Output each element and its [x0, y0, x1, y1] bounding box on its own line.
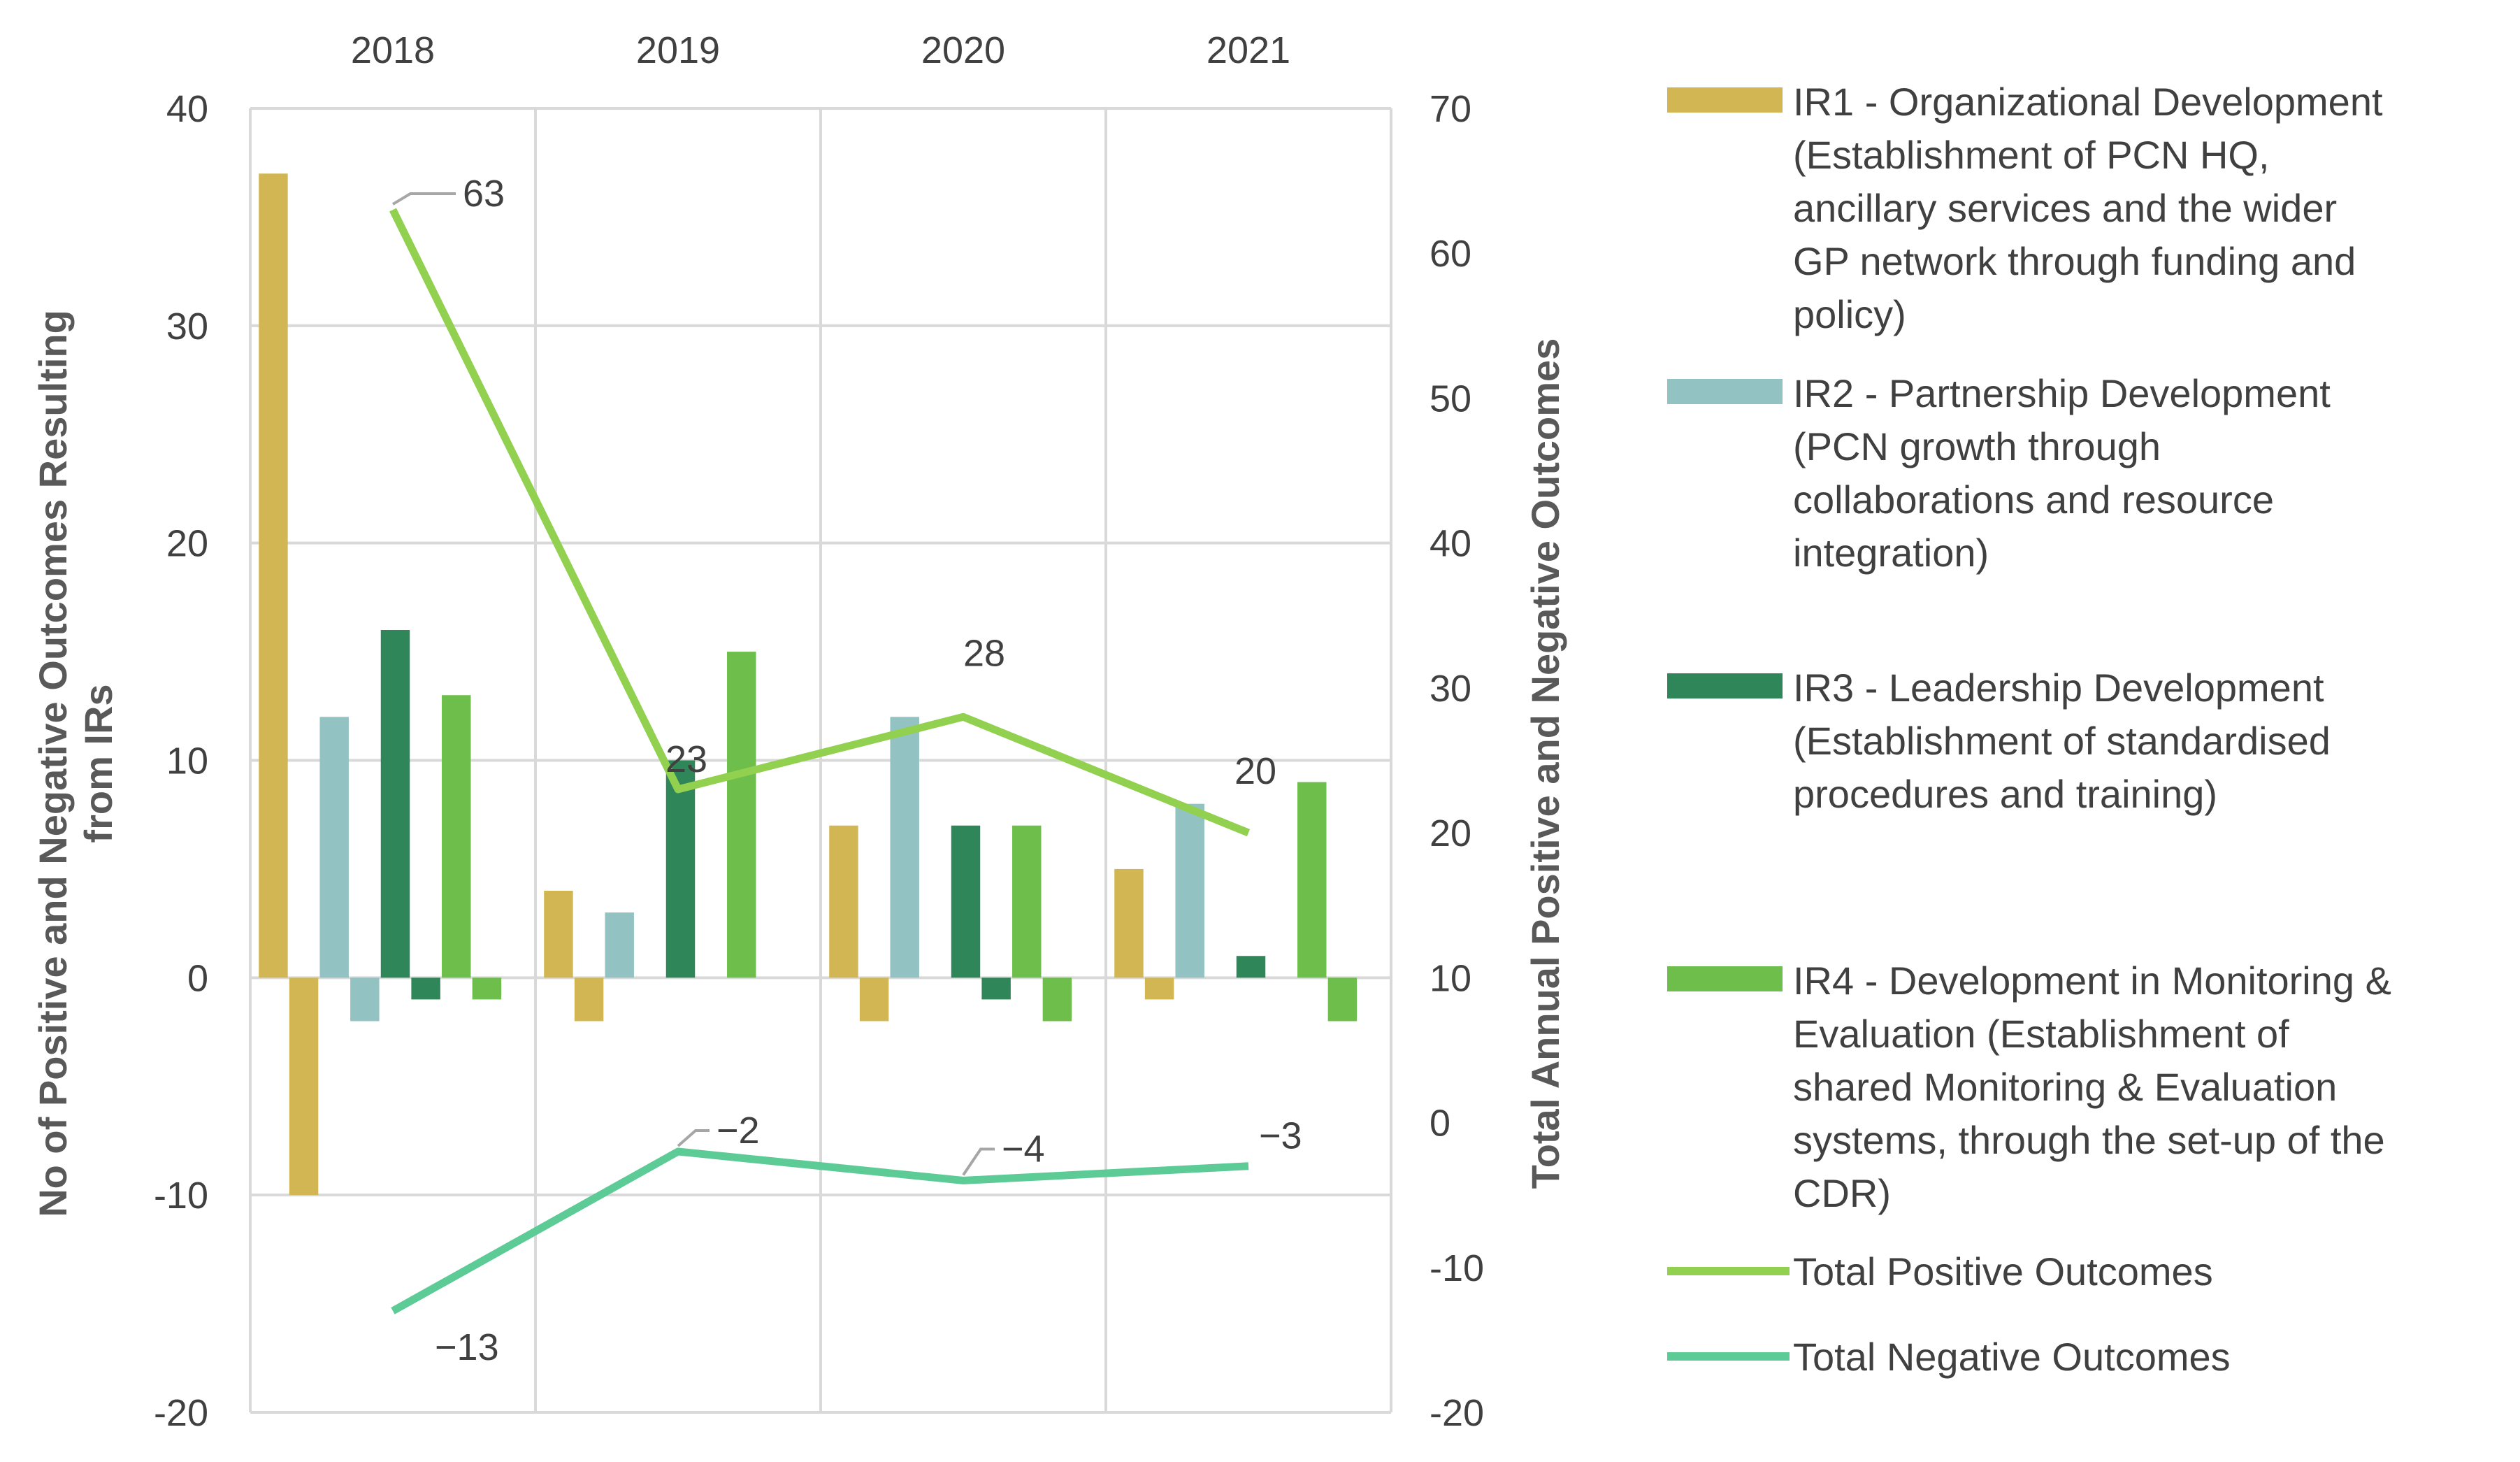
line-data-label: −3	[1259, 1115, 1302, 1157]
bar-ir1-negative-2019	[574, 977, 604, 1022]
legend-text-ir2: (PCN growth through	[1793, 424, 2161, 468]
right-tick-label: 20	[1430, 812, 1471, 854]
line-total-positive	[389, 208, 1251, 837]
legend-text-ir1: (Establishment of PCN HQ,	[1793, 133, 2270, 177]
bar-ir2-positive-2020	[890, 717, 919, 978]
legend-swatch-ir2	[1667, 379, 1783, 404]
legend-text-ir4: shared Monitoring & Evaluation	[1793, 1065, 2337, 1109]
line-data-label: −13	[435, 1326, 499, 1368]
bar-ir4-negative-2020	[1042, 977, 1072, 1022]
line-data-label: −4	[1002, 1128, 1045, 1170]
line-data-label: 20	[1234, 750, 1276, 792]
legend-text-ir1: ancillary services and the wider	[1793, 186, 2337, 230]
legend-text-ir2: IR2 - Partnership Development	[1793, 371, 2331, 415]
bar-ir4-positive-2018	[442, 695, 471, 978]
legend-text-ir3: procedures and training)	[1793, 772, 2217, 816]
left-axis-title-line2: from IRs	[76, 684, 120, 843]
left-tick-label: -20	[154, 1392, 208, 1434]
line-data-label: 28	[963, 632, 1005, 674]
legend-text-ir4: Evaluation (Establishment of	[1793, 1012, 2289, 1056]
legend-swatch-ir1	[1667, 87, 1783, 113]
category-label: 2021	[1207, 29, 1290, 71]
bar-ir4-negative-2018	[472, 977, 502, 1000]
left-tick-label: -10	[154, 1175, 208, 1217]
bar-ir3-positive-2019	[665, 760, 696, 978]
bar-ir4-positive-2019	[727, 652, 756, 978]
left-tick-label: 30	[166, 306, 208, 347]
bar-ir3-negative-2020	[981, 977, 1011, 1000]
legend-swatch-ir3	[1667, 673, 1783, 698]
right-tick-label: -10	[1430, 1247, 1484, 1289]
bar-ir2-positive-2018	[319, 717, 349, 978]
leader-line	[677, 1129, 710, 1147]
line-data-label: 23	[665, 738, 707, 780]
line-total-negative	[391, 1147, 1249, 1314]
data-labels: 63 23 28 20 −13 −2 −4 −3	[391, 173, 1302, 1368]
right-tick-label: 50	[1430, 378, 1471, 420]
bar-ir1-positive-2021	[1114, 868, 1144, 978]
bar-ir4-positive-2020	[1012, 825, 1042, 978]
bar-ir2-negative-2018	[350, 977, 380, 1022]
bar-ir4-positive-2021	[1297, 782, 1327, 978]
leader-line	[962, 1147, 995, 1176]
legend-text-ir3: (Establishment of standardised	[1793, 719, 2331, 763]
category-label: 2020	[921, 29, 1005, 71]
right-tick-label: 0	[1430, 1103, 1450, 1145]
right-axis-title: Total Annual Positive and Negative Outco…	[1523, 338, 1567, 1189]
left-tick-label: 0	[187, 957, 208, 999]
legend-text-line: Total Negative Outcomes	[1793, 1335, 2231, 1379]
category-label: 2019	[636, 29, 720, 71]
legend-text-ir4: IR4 - Development in Monitoring &	[1793, 959, 2391, 1003]
bar-ir1-positive-2018	[259, 173, 288, 978]
bar-ir1-positive-2020	[829, 825, 858, 978]
legend: IR1 - Organizational Development (Establi…	[1667, 80, 2391, 1379]
legend-text-ir4: systems, through the set-up of the	[1793, 1118, 2385, 1162]
legend-text-ir3: IR3 - Leadership Development	[1793, 666, 2324, 710]
bar-ir1-negative-2021	[1144, 977, 1174, 1000]
bar-ir4-negative-2021	[1327, 977, 1358, 1022]
right-tick-label: 30	[1430, 668, 1471, 710]
legend-text-ir1: IR1 - Organizational Development	[1793, 80, 2383, 124]
bar-ir1-positive-2019	[544, 891, 573, 978]
legend-text-line: Total Positive Outcomes	[1793, 1249, 2213, 1293]
bars	[259, 173, 1358, 1196]
bar-ir3-positive-2018	[380, 630, 410, 978]
right-tick-label: 40	[1430, 523, 1471, 565]
gridlines	[249, 107, 1392, 1414]
category-label: 2018	[351, 29, 435, 71]
right-tick-label: 70	[1430, 88, 1471, 130]
bar-ir1-negative-2018	[289, 977, 319, 1196]
left-tick-label: 20	[166, 523, 208, 565]
right-tick-label: 60	[1430, 233, 1471, 275]
legend-text-ir2: collaborations and resource	[1793, 478, 2274, 522]
line-data-label: 63	[463, 173, 505, 215]
legend-swatch-ir4	[1667, 966, 1783, 991]
bar-ir2-positive-2021	[1175, 803, 1204, 978]
line-data-label: −2	[717, 1110, 760, 1152]
bar-ir2-positive-2019	[605, 912, 634, 978]
axes: -20 -10 0 10 20 30 40 -20 -10 0 10 20 30 40 50 60 70 2018…	[154, 29, 1484, 1434]
bar-ir3-negative-2018	[411, 977, 440, 1000]
legend-text-ir2: integration)	[1793, 531, 1989, 575]
right-tick-label: 10	[1430, 957, 1471, 999]
legend-text-ir1: policy)	[1793, 292, 1906, 336]
legend-text-ir1: GP network through funding and	[1793, 239, 2356, 283]
leader-line	[391, 192, 456, 206]
line-series	[389, 208, 1251, 1314]
bar-ir3-positive-2020	[951, 825, 981, 978]
left-tick-label: 40	[166, 88, 208, 130]
bar-ir1-negative-2020	[859, 977, 889, 1022]
bar-ir3-positive-2021	[1236, 956, 1266, 978]
right-tick-label: -20	[1430, 1392, 1484, 1434]
left-axis-title-line1: No of Positive and Negative Outcomes Res…	[31, 310, 75, 1217]
legend-text-ir4: CDR)	[1793, 1171, 1891, 1215]
left-tick-label: 10	[166, 740, 208, 782]
